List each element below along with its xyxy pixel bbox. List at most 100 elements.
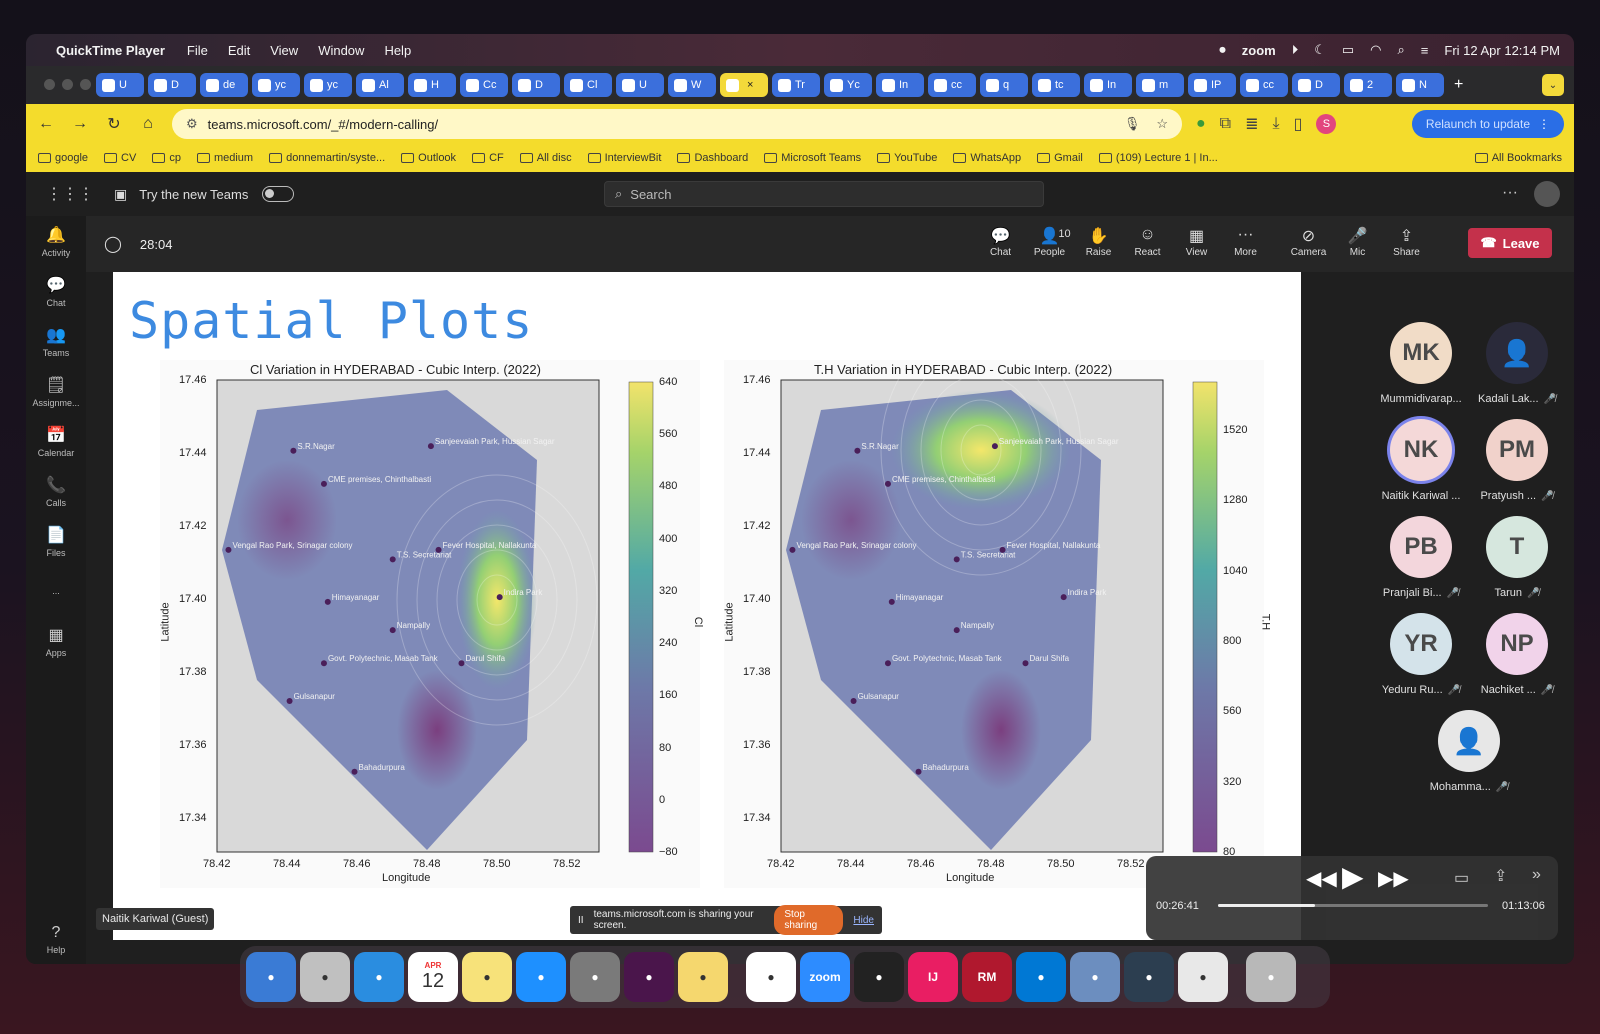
- menu-file[interactable]: File: [186, 42, 208, 58]
- bookmark-google[interactable]: google: [38, 152, 88, 164]
- battery-icon[interactable]: ▭: [1341, 42, 1355, 57]
- dock-app-store[interactable]: ●: [516, 952, 566, 1002]
- scrub-bar[interactable]: [1218, 904, 1488, 907]
- rail-teams[interactable]: 👥 Teams: [26, 316, 86, 366]
- participant-tile[interactable]: 👤 Kadali Lak... 🎤̸: [1472, 322, 1562, 405]
- moon-icon[interactable]: ☾: [1314, 42, 1326, 57]
- mic-search-icon[interactable]: 🎙: [1123, 116, 1141, 131]
- new-tab-button[interactable]: +: [1454, 76, 1464, 93]
- participant-tile[interactable]: NP Nachiket ... 🎤̸: [1472, 613, 1562, 696]
- play-icon[interactable]: ▶: [1342, 861, 1364, 892]
- dock-trash[interactable]: ●: [1246, 952, 1296, 1002]
- relaunch-update-button[interactable]: Relaunch to update ⋮: [1411, 110, 1564, 138]
- browser-tab[interactable]: U: [616, 73, 664, 97]
- browser-tab[interactable]: cc: [1240, 73, 1288, 97]
- participant-tile[interactable]: T Tarun 🎤̸: [1472, 516, 1562, 599]
- bookmark-interviewbit[interactable]: InterviewBit: [587, 152, 661, 164]
- home-icon[interactable]: ⌂: [143, 115, 153, 132]
- dock-preview[interactable]: ●: [1070, 952, 1120, 1002]
- rail-chat[interactable]: 💬 Chat: [26, 266, 86, 316]
- browser-tab[interactable]: yc: [304, 73, 352, 97]
- bookmark-cv[interactable]: CV: [104, 152, 136, 164]
- bookmark-donnemartin-syste[interactable]: donnemartin/syste...: [269, 152, 385, 164]
- participant-tile[interactable]: PM Pratyush ... 🎤̸: [1472, 419, 1562, 502]
- back-icon[interactable]: ←: [38, 115, 54, 132]
- user-avatar[interactable]: [1534, 181, 1560, 207]
- browser-tab[interactable]: H: [408, 73, 456, 97]
- profile-avatar[interactable]: S: [1316, 114, 1337, 134]
- browser-tab[interactable]: In: [876, 73, 924, 97]
- participant-tile[interactable]: MK Mummidivarap...: [1376, 322, 1466, 405]
- control-center-icon[interactable]: ≡: [1420, 42, 1429, 58]
- control-raise[interactable]: ✋ Raise: [1074, 226, 1123, 258]
- browser-tab[interactable]: In: [1084, 73, 1132, 97]
- wifi-icon[interactable]: ◠: [1370, 42, 1382, 57]
- rail-item[interactable]: ...: [26, 566, 86, 616]
- control-people[interactable]: 👤 10 People: [1025, 226, 1074, 258]
- dock-zoom[interactable]: zoom: [800, 952, 850, 1002]
- rail-calendar[interactable]: 📅 Calendar: [26, 416, 86, 466]
- hide-share-notice-link[interactable]: Hide: [853, 914, 874, 926]
- participant-tile[interactable]: 👤 Mohamma... 🎤̸: [1424, 710, 1514, 793]
- dock-settings[interactable]: ●: [570, 952, 620, 1002]
- dock-notes[interactable]: ●: [462, 952, 512, 1002]
- bookmark-whatsapp[interactable]: WhatsApp: [953, 152, 1021, 164]
- participant-tile[interactable]: YR Yeduru Ru... 🎤̸: [1376, 613, 1466, 696]
- minimize-window-icon[interactable]: [62, 79, 73, 90]
- browser-tab[interactable]: Yc: [824, 73, 872, 97]
- teams-search-input[interactable]: ⌕ Search: [604, 181, 1044, 207]
- rewind-icon[interactable]: ◀◀: [1306, 868, 1337, 890]
- bookmark-gmail[interactable]: Gmail: [1037, 152, 1083, 164]
- dock-docs[interactable]: ●: [1178, 952, 1228, 1002]
- leave-button[interactable]: ☎ Leave: [1468, 228, 1552, 258]
- menu-window[interactable]: Window: [318, 42, 365, 58]
- try-new-teams-toggle[interactable]: [262, 186, 295, 202]
- browser-tab[interactable]: W: [668, 73, 716, 97]
- dock-finder[interactable]: ●: [246, 952, 296, 1002]
- dock-launchpad[interactable]: ●: [300, 952, 350, 1002]
- more-qt-icon[interactable]: »: [1532, 866, 1541, 883]
- site-info-icon[interactable]: ⚙: [186, 116, 198, 131]
- bookmark-youtube[interactable]: YouTube: [877, 152, 937, 164]
- forward-icon[interactable]: →: [72, 115, 88, 132]
- browser-tab[interactable]: Cc: [460, 73, 508, 97]
- rail-activity[interactable]: 🔔 Activity: [26, 216, 86, 266]
- bookmark-all-disc[interactable]: All disc: [519, 152, 572, 164]
- rail-assignme[interactable]: 🗒 Assignme...: [26, 366, 86, 416]
- browser-tab[interactable]: IP: [1188, 73, 1236, 97]
- close-window-icon[interactable]: [44, 79, 55, 90]
- control-mic[interactable]: 🎤 Mic: [1333, 226, 1382, 258]
- menubar-app-name[interactable]: QuickTime Player: [56, 42, 165, 58]
- rail-help[interactable]: ? Help: [26, 914, 86, 964]
- sidepanel-icon[interactable]: ▯: [1293, 116, 1303, 133]
- browser-tab[interactable]: tc: [1032, 73, 1080, 97]
- menubar-clock[interactable]: Fri 12 Apr 12:14 PM: [1444, 42, 1560, 58]
- dock-chrome[interactable]: ●: [746, 952, 796, 1002]
- bookmark-star-icon[interactable]: ☆: [1156, 116, 1168, 131]
- fullscreen-window-icon[interactable]: [80, 79, 91, 90]
- dock-stickies[interactable]: ●: [678, 952, 728, 1002]
- more-options-icon[interactable]: ···: [1502, 184, 1518, 201]
- tab-search-icon[interactable]: ⌄: [1542, 74, 1564, 96]
- control-more[interactable]: ··· More: [1221, 226, 1270, 258]
- bookmark-dashboard[interactable]: Dashboard: [677, 152, 748, 164]
- puzzle-extensions-icon[interactable]: ⧉: [1219, 115, 1232, 132]
- browser-tab[interactable]: D: [512, 73, 560, 97]
- reading-list-icon[interactable]: ≣: [1245, 116, 1259, 133]
- bookmark-cp[interactable]: cp: [152, 152, 181, 164]
- record-icon[interactable]: ⏺: [1219, 42, 1226, 57]
- extension-icon[interactable]: ●: [1196, 115, 1206, 132]
- browser-tab[interactable]: m: [1136, 73, 1184, 97]
- browser-tab[interactable]: cc: [928, 73, 976, 97]
- play-circle-icon[interactable]: ⏵: [1291, 42, 1299, 57]
- browser-tab[interactable]: D: [1292, 73, 1340, 97]
- browser-tab[interactable]: N: [1396, 73, 1444, 97]
- browser-tab[interactable]: ×: [720, 73, 768, 97]
- control-view[interactable]: ▦ View: [1172, 226, 1221, 258]
- download-icon[interactable]: ⤓: [1272, 115, 1280, 132]
- kebab-menu-icon[interactable]: ⋮: [1538, 117, 1550, 131]
- control-react[interactable]: ☺ React: [1123, 226, 1172, 258]
- dock-calendar[interactable]: APR 12: [408, 952, 458, 1002]
- browser-tab[interactable]: 2: [1344, 73, 1392, 97]
- bookmark-medium[interactable]: medium: [196, 152, 253, 164]
